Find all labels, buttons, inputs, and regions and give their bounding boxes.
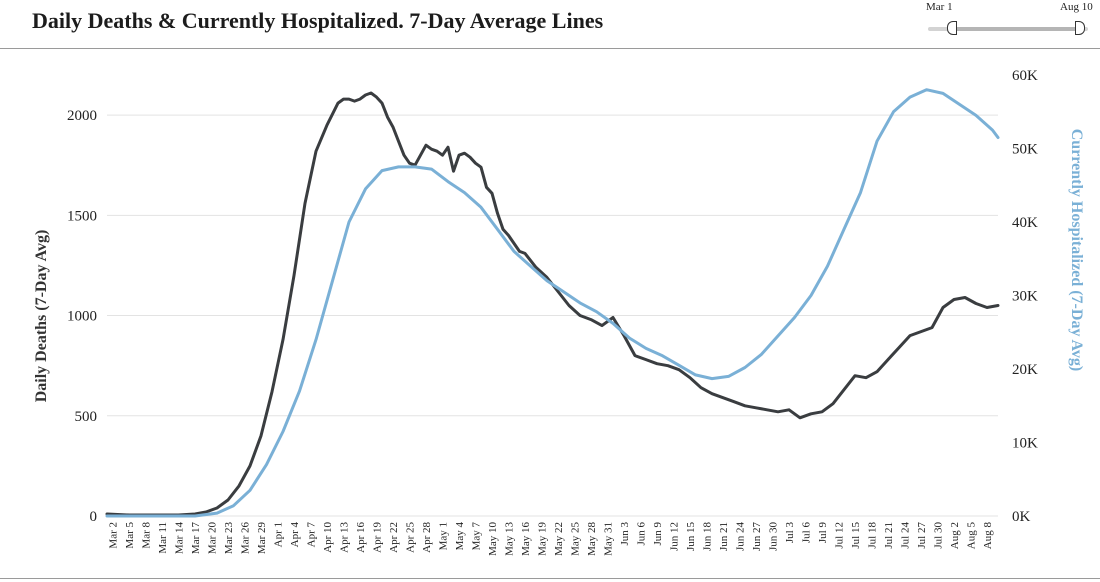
slider-start-handle[interactable] [947,21,957,35]
x-tick-label: Mar 8 [141,522,153,549]
chart-lines [105,88,1000,518]
y-tick-left-label: 0 [90,509,98,525]
y-axis-left-label: Daily Deaths (7-Day Avg) [33,230,50,403]
x-tick-label: Jun 15 [685,522,697,552]
x-tick-label: Jun 9 [652,522,664,546]
y-tick-right-label: 40K [1012,215,1038,231]
x-tick-label: Aug 8 [982,522,994,550]
x-tick-label: Mar 2 [108,522,120,549]
x-tick-label: Jun 21 [718,522,730,551]
y-tick-right-label: 30K [1012,289,1038,305]
x-tick-label: Mar 29 [256,522,268,555]
x-tick-label: Apr 19 [372,522,384,553]
x-tick-label: May 4 [454,522,466,551]
slider-end-label: Aug 10 [1060,1,1093,13]
x-tick-label: Jul 6 [801,522,813,544]
chart-grid [107,114,998,517]
footer-divider [0,578,1100,579]
x-tick-label: Apr 28 [421,522,433,553]
y-tick-left-label: 1500 [67,208,97,224]
x-tick-label: Aug 5 [966,522,978,550]
x-tick-label: Jul 24 [900,522,912,549]
x-tick-label: Jun 6 [636,522,648,546]
deaths-line [105,91,1000,517]
x-tick-label: Jul 30 [933,522,945,549]
x-tick-label: Jun 12 [669,522,681,551]
x-tick-label: Mar 23 [223,522,235,555]
x-tick-label: May 28 [586,522,598,556]
x-tick-label: Mar 20 [207,522,219,555]
x-tick-label: Jul 9 [817,522,829,544]
x-tick-label: Mar 17 [190,522,202,555]
x-tick-label: Apr 4 [289,522,301,548]
slider-end-handle[interactable] [1075,21,1085,35]
x-tick-label: Apr 22 [388,522,400,553]
header-divider [0,48,1100,49]
slider-start-label: Mar 1 [926,1,953,13]
y-axis-right-label: Currently Hospitalized (7-Day Avg) [1068,129,1085,372]
x-tick-label: Jun 3 [619,522,631,546]
x-tick-label: Mar 11 [157,522,169,554]
x-tick-label: Jul 12 [834,522,846,549]
x-tick-label: Mar 26 [240,522,252,555]
x-tick-label: Jun 18 [702,522,714,552]
y-tick-left-label: 1000 [67,309,97,325]
x-tick-label: May 10 [487,522,499,556]
x-tick-label: Mar 5 [124,522,136,549]
x-tick-label: Apr 10 [322,522,334,553]
x-tick-label: Aug 2 [949,522,961,549]
y-tick-right-label: 0K [1012,509,1031,525]
slider-selected-range[interactable] [950,27,1080,31]
y-tick-right-label: 20K [1012,362,1038,378]
x-tick-label: Jun 30 [768,522,780,552]
x-tick-label: Apr 1 [273,522,285,547]
x-axis-ticks: Mar 2 Mar 5 Mar 8 Mar 11 Mar 14 Mar 17 Mar 20 M… [108,522,995,556]
x-tick-label: May 7 [471,522,483,551]
x-tick-label: Jun 27 [751,522,763,552]
chart-title: Daily Deaths & Currently Hospitalized. 7… [32,8,604,33]
x-tick-label: Apr 7 [306,522,318,548]
x-tick-label: May 22 [553,522,565,556]
x-tick-label: May 13 [504,522,516,556]
x-tick-label: May 31 [603,522,615,556]
y-tick-right-label: 60K [1012,68,1038,84]
x-tick-label: Apr 25 [405,522,417,553]
x-tick-label: Jul 21 [883,522,895,549]
x-tick-label: May 16 [520,522,532,556]
y-axis-right-ticks: 0K 10K 20K 30K 40K 50K 60K [1012,68,1038,525]
x-tick-label: Jul 27 [916,522,928,549]
x-tick-label: Apr 16 [355,522,367,553]
x-tick-label: Jun 24 [735,522,747,552]
y-tick-left-label: 2000 [67,108,97,124]
x-tick-label: Mar 14 [174,522,186,555]
y-tick-right-label: 10K [1012,436,1038,452]
x-tick-label: Jul 18 [867,522,879,549]
y-tick-right-label: 50K [1012,142,1038,158]
x-tick-label: May 19 [537,522,549,556]
x-tick-label: Jul 15 [850,522,862,549]
x-tick-label: May 1 [438,522,450,550]
y-tick-left-label: 500 [75,409,98,425]
x-tick-label: May 25 [570,522,582,556]
date-range-slider[interactable]: Mar 1 Aug 10 [920,0,1095,44]
hospitalized-line [105,88,1000,518]
x-tick-label: Apr 13 [339,522,351,553]
x-tick-label: Jul 3 [784,522,796,544]
y-axis-left-ticks: 0 500 1000 1500 2000 [67,108,97,525]
